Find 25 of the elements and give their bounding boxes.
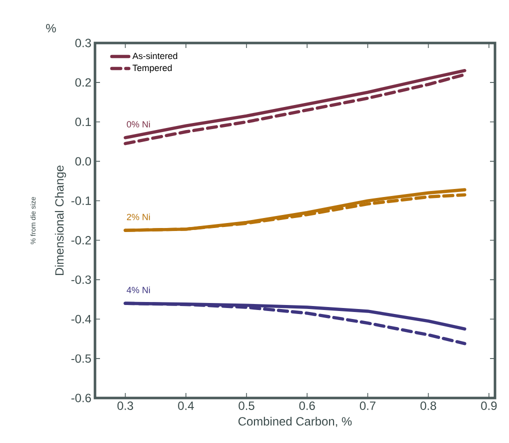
x-tick-label: 0.3 <box>117 402 134 410</box>
y-axis-title: Dimensional Change <box>54 166 66 276</box>
y-tick-label: -0.6 <box>71 394 91 402</box>
annotation: 2% Ni <box>126 214 150 220</box>
legend-label: As-sintered <box>132 52 178 60</box>
x-tick-label: 0.4 <box>178 402 194 410</box>
x-tick-label: 0.6 <box>299 402 315 410</box>
legend-label: Tempered <box>132 64 172 73</box>
annotation: 4% Ni <box>126 286 150 294</box>
annotation: 0% Ni <box>126 120 150 128</box>
y-tick-label: 0.2 <box>75 78 91 87</box>
y-tick-label: 0.0 <box>75 157 92 166</box>
y-tick-label: 0.1 <box>75 118 91 126</box>
y-tick-label: -0.2 <box>71 236 91 244</box>
x-tick-label: 0.8 <box>420 402 436 410</box>
y-tick-label: 0.3 <box>75 38 91 48</box>
x-tick-label: 0.9 <box>481 402 497 410</box>
text: % <box>46 24 56 32</box>
x-axis-title: Combined Carbon, % <box>238 416 352 428</box>
y-tick-label: -0.1 <box>71 196 91 205</box>
x-tick-label: 0.7 <box>360 402 376 410</box>
y-tick-label: -0.5 <box>71 354 91 363</box>
y-tick-label: -0.4 <box>71 314 92 324</box>
y-tick-label: -0.3 <box>71 275 91 284</box>
x-tick-label: 0.5 <box>238 402 254 410</box>
